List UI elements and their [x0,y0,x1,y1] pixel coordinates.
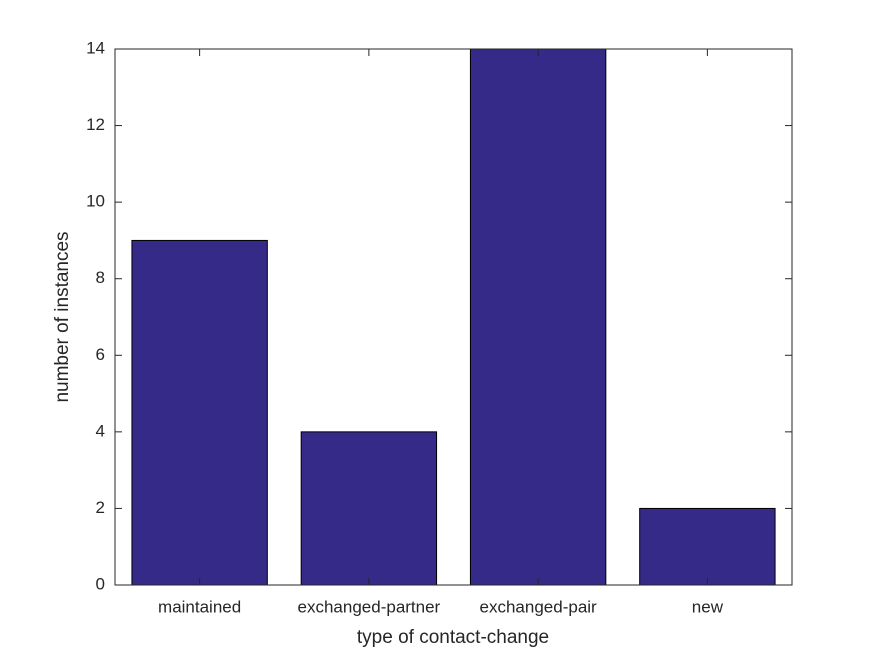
bar [131,239,268,586]
x-tick-label: new [692,597,724,616]
bar [300,431,438,586]
y-tick-label: 4 [96,421,105,440]
bar [639,507,776,586]
y-axis-label: number of instances [52,231,73,402]
bar [469,48,607,586]
y-tick-label: 8 [96,268,105,287]
y-tick-label: 10 [86,192,105,211]
y-tick-label: 2 [96,498,105,517]
x-tick-label: exchanged-pair [480,597,598,616]
y-tick-label: 12 [86,115,105,134]
axes-box [114,48,793,586]
x-tick-label: maintained [158,597,241,616]
y-tick-label: 14 [86,38,105,57]
x-tick-label: exchanged-partner [298,597,441,616]
y-tick-label: 0 [96,574,105,593]
y-tick-label: 6 [96,345,105,364]
x-axis-label: type of contact-change [357,627,549,648]
